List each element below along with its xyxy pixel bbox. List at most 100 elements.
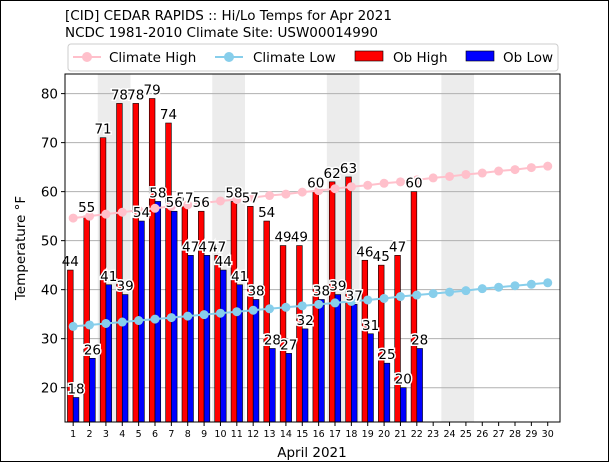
x-tick-label: 26 <box>476 429 488 440</box>
ob-high-label: 71 <box>94 122 111 138</box>
ob-high-bar <box>165 122 172 423</box>
ob-high-bar <box>214 255 221 423</box>
ob-low-bar <box>187 255 194 423</box>
ob-high-bar <box>410 191 418 423</box>
legend-box <box>67 43 559 72</box>
y-tick-label: 70 <box>41 136 58 152</box>
ob-low-bar <box>105 284 112 423</box>
ob-low-label: 18 <box>67 381 84 397</box>
climate-high-point <box>297 187 307 197</box>
ob-high-label: 56 <box>193 195 210 211</box>
climate-low-point <box>232 307 242 317</box>
legend-ob-low-label: Ob Low <box>503 50 553 66</box>
climate-high-point <box>494 166 504 176</box>
legend-ob-high-swatch <box>354 50 384 62</box>
climate-high-point <box>265 191 275 201</box>
climate-high-point <box>379 178 389 188</box>
x-tick-label: 24 <box>443 429 455 440</box>
ob-low-label: 31 <box>362 318 379 334</box>
x-tick-label: 23 <box>427 429 439 440</box>
climate-high-point <box>215 196 225 206</box>
x-tick-label: 14 <box>280 429 292 440</box>
ob-low-bar <box>154 201 162 423</box>
ob-high-label: 58 <box>225 185 242 201</box>
climate-low-point <box>281 302 291 312</box>
x-tick-label: 9 <box>201 429 207 440</box>
y-tick-label: 80 <box>41 87 58 103</box>
ob-high-label: 54 <box>258 205 275 221</box>
ob-low-bar <box>203 255 211 423</box>
x-tick-label: 8 <box>185 429 191 440</box>
climate-low-point <box>445 287 455 297</box>
ob-high-bar <box>394 255 401 423</box>
ob-low-label: 58 <box>149 185 166 201</box>
climate-high-point <box>363 180 373 190</box>
climate-high-point <box>510 165 520 175</box>
climate-high-point <box>150 203 160 213</box>
ob-low-bar <box>367 333 374 423</box>
x-tick-label: 17 <box>329 429 341 440</box>
x-tick-label: 5 <box>136 429 142 440</box>
climate-low-point <box>412 290 422 300</box>
ob-high-bar <box>378 264 385 423</box>
x-tick-label: 20 <box>378 429 390 440</box>
climate-high-point <box>232 194 242 204</box>
ob-low-label: 25 <box>378 347 395 363</box>
ob-low-label: 28 <box>264 332 281 348</box>
ob-low-label: 20 <box>395 372 412 388</box>
climate-low-point <box>428 289 438 299</box>
legend-ob-high-label: Ob High <box>393 50 448 66</box>
ob-low-label: 38 <box>313 283 330 299</box>
climate-low-point <box>215 308 225 318</box>
ob-low-bar <box>416 348 423 423</box>
x-tick-label: 28 <box>509 429 521 440</box>
ob-low-label: 37 <box>346 288 363 304</box>
ob-low-label: 41 <box>231 269 248 285</box>
ob-low-bar <box>301 328 309 423</box>
x-tick-label: 11 <box>231 429 243 440</box>
climate-low-point <box>297 301 307 311</box>
legend-climate-low-marker <box>224 52 234 62</box>
x-tick-label: 13 <box>263 429 275 440</box>
ob-high-label: 47 <box>389 239 406 255</box>
ob-high-label: 74 <box>160 107 177 123</box>
climate-low-point <box>330 298 340 308</box>
climate-low-point <box>543 278 553 288</box>
ob-low-bar <box>121 294 129 423</box>
ob-high-bar <box>296 245 303 423</box>
ob-high-label: 57 <box>176 190 193 206</box>
ob-high-bar <box>132 103 139 423</box>
weekend-shade <box>441 74 475 422</box>
ob-low-bar <box>318 299 325 423</box>
ob-low-label: 39 <box>329 279 346 295</box>
ob-low-label: 32 <box>297 313 314 329</box>
climate-low-point <box>526 279 536 289</box>
ob-low-bar <box>72 397 80 423</box>
x-axis-label: April 2021 <box>277 445 347 461</box>
ob-high-bar <box>361 259 369 423</box>
climate-low-point <box>510 281 520 291</box>
legend-ob-low-swatch <box>465 50 495 62</box>
ob-low-bar <box>383 362 391 423</box>
climate-high-point <box>134 205 144 215</box>
x-tick-label: 22 <box>411 429 423 440</box>
climate-low-point <box>68 321 78 331</box>
climate-high-point <box>412 175 422 185</box>
legend: Climate High Climate Low Ob High Ob Low <box>67 43 559 72</box>
climate-high-point <box>428 173 438 183</box>
ob-high-label: 49 <box>291 230 308 246</box>
ob-low-label: 47 <box>182 239 199 255</box>
ob-high-label: 55 <box>78 200 95 216</box>
x-tick-label: 21 <box>394 429 406 440</box>
climate-low-point <box>101 318 111 328</box>
ob-low-label: 44 <box>215 254 232 270</box>
x-tick-label: 7 <box>168 429 174 440</box>
ob-high-label: 45 <box>373 249 390 265</box>
ob-low-bar <box>89 357 96 423</box>
ob-low-bar <box>400 387 407 423</box>
climate-high-point <box>101 209 111 219</box>
ob-high-bar <box>263 220 270 423</box>
climate-high-point <box>445 171 455 181</box>
climate-low-point <box>314 299 324 309</box>
climate-low-point <box>494 282 504 292</box>
